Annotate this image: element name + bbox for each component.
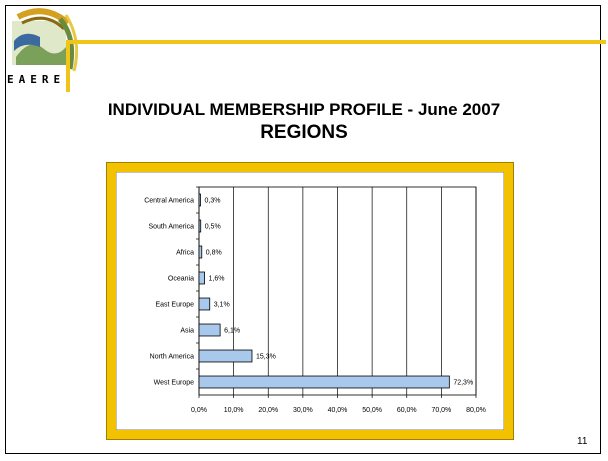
data-label: 0,3%	[205, 198, 221, 205]
x-tick-label: 60,0%	[397, 407, 417, 414]
category-label: Asia	[180, 328, 194, 335]
data-label: 6,1%	[224, 328, 240, 335]
category-label: East Europe	[155, 302, 194, 309]
x-tick-label: 10,0%	[224, 407, 244, 414]
page-number: 11	[577, 436, 588, 447]
category-label: Central America	[144, 198, 194, 205]
data-label: 72,3%	[453, 380, 473, 387]
bar	[198, 349, 253, 363]
category-label: North America	[150, 354, 194, 361]
data-label: 3,1%	[214, 302, 230, 309]
slide-title: INDIVIDUAL MEMBERSHIP PROFILE - June 200…	[107, 100, 501, 119]
x-tick-label: 30,0%	[293, 407, 313, 414]
bar	[198, 271, 205, 285]
category-label: Africa	[176, 250, 194, 257]
bar	[198, 297, 211, 311]
header-rule	[66, 40, 606, 44]
eaere-logo	[12, 8, 78, 72]
x-tick-label: 0,0%	[191, 407, 207, 414]
category-label: South America	[148, 224, 194, 231]
bar	[198, 245, 203, 259]
bar	[198, 219, 202, 233]
logo-text: EAERE	[7, 73, 66, 86]
bar	[198, 193, 201, 207]
category-label: Oceania	[168, 276, 194, 283]
bar-chart: Central America South America Africa Oceani…	[116, 172, 504, 430]
data-label: 15,3%	[256, 354, 276, 361]
x-tick-label: 80,0%	[466, 407, 486, 414]
x-tick-label: 50,0%	[362, 407, 382, 414]
category-label: West Europe	[154, 380, 194, 387]
header-rule-vertical	[66, 40, 70, 92]
slide-subtitle: REGIONS	[260, 122, 348, 143]
x-tick-label: 20,0%	[258, 407, 278, 414]
x-tick-label: 40,0%	[328, 407, 348, 414]
data-label: 1,6%	[209, 276, 225, 283]
bar	[198, 323, 221, 337]
data-label: 0,8%	[206, 250, 222, 257]
bar	[198, 375, 450, 389]
x-tick-label: 70,0%	[431, 407, 451, 414]
data-label: 0,5%	[205, 224, 221, 231]
